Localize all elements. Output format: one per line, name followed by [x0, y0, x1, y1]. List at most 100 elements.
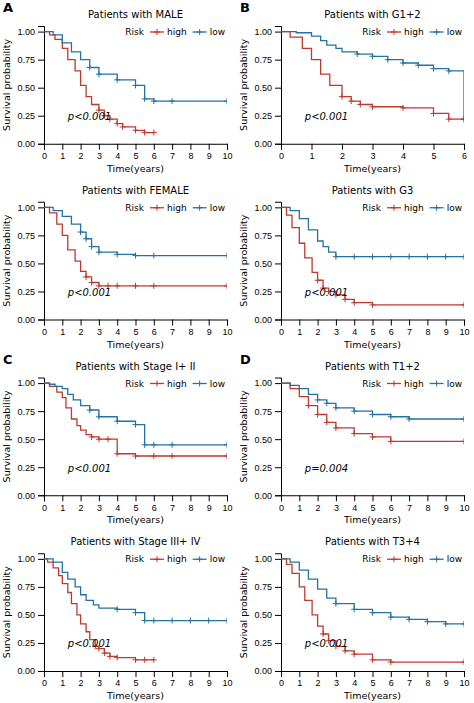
y-tick-label: 0.25 — [254, 463, 272, 473]
p-value: p<0.001 — [304, 287, 348, 298]
y-tick-mark — [38, 587, 44, 588]
censor-marker — [388, 614, 394, 620]
x-tick-mark — [136, 320, 137, 326]
y-tick-label: 0.00 — [17, 666, 35, 676]
y-axis-title: Survival probability — [1, 214, 12, 306]
x-tick-mark — [354, 495, 355, 501]
censor-marker — [133, 610, 139, 616]
x-tick: 7 — [170, 495, 175, 512]
marks — [44, 383, 227, 459]
x-axis-title: Time(years) — [343, 163, 401, 174]
x-tick-mark — [409, 495, 410, 501]
legend-marker — [391, 29, 397, 35]
censor-marker — [461, 659, 464, 665]
y-tick: 0.25 — [254, 463, 281, 473]
y-tick-label: 0.00 — [17, 491, 35, 501]
censor-marker — [133, 422, 139, 428]
y-tick-label: 1.00 — [254, 378, 272, 388]
y-tick-label: 1.00 — [17, 554, 35, 564]
censor-marker — [443, 254, 449, 260]
x-tick: 1 — [297, 495, 302, 512]
x-axis-title: Time(years) — [106, 514, 164, 525]
y-tick-mark — [38, 495, 44, 496]
x-tick: 6 — [152, 495, 157, 512]
x-axis-line — [45, 496, 228, 502]
legend-title: Risk — [125, 379, 144, 389]
y-tick: 0.50 — [254, 83, 281, 93]
x-tick: 3 — [370, 144, 375, 161]
x-tick-mark — [172, 671, 173, 677]
x-tick: 9 — [207, 671, 212, 688]
y-axis-title: Survival probability — [238, 566, 249, 658]
y-tick-label: 0.75 — [17, 407, 35, 417]
x-tick-mark — [318, 495, 319, 501]
censor-marker — [142, 130, 148, 136]
x-tick-label: 4 — [115, 678, 120, 688]
censor-marker — [107, 653, 113, 659]
y-axis-title: Survival probability — [1, 566, 12, 658]
plot-area: 0123456789100.000.250.500.751.00p<0.001R… — [17, 554, 232, 689]
x-tick-mark — [434, 144, 435, 150]
y-tick-mark — [38, 116, 44, 117]
x-tick: 6 — [389, 671, 394, 688]
x-tick-label: 8 — [188, 151, 193, 161]
x-axis-title: Time(years) — [106, 339, 164, 350]
censor-marker — [206, 618, 212, 624]
x-tick: 5 — [133, 320, 138, 337]
x-tick: 8 — [425, 320, 430, 337]
legend: Riskhighlow — [362, 203, 462, 213]
x-tick: 3 — [97, 495, 102, 512]
x-tick-label: 6 — [152, 678, 157, 688]
legend-marker — [197, 556, 203, 562]
x-axis-title: Time(years) — [343, 690, 401, 701]
x-tick-label: 8 — [425, 503, 430, 513]
y-tick-label: 1.00 — [254, 27, 272, 37]
x-tick-label: 3 — [97, 151, 102, 161]
legend-title: Risk — [362, 203, 381, 213]
x-tick-label: 8 — [425, 327, 430, 337]
y-tick-mark — [275, 60, 281, 61]
y-tick-label: 0.50 — [254, 435, 272, 445]
x-tick-label: 4 — [115, 327, 120, 337]
y-tick-mark — [275, 144, 281, 145]
legend-marker — [434, 556, 440, 562]
subplot-title: Patients with T1+2 — [325, 361, 420, 372]
x-tick-mark — [312, 144, 313, 150]
y-tick-label: 0.75 — [254, 55, 272, 65]
x-tick: 8 — [188, 495, 193, 512]
censor-marker — [142, 618, 148, 624]
x-tick: 0 — [42, 495, 47, 512]
legend-label: low — [210, 554, 225, 564]
y-tick-mark — [38, 411, 44, 412]
y-tick: 0.50 — [17, 259, 44, 269]
legend-label: low — [447, 203, 462, 213]
censor-marker — [461, 116, 464, 122]
y-tick: 0.00 — [17, 491, 44, 501]
censor-marker — [224, 442, 227, 448]
plot-area: 0123456789100.000.250.500.751.00p<0.001R… — [17, 378, 232, 513]
x-tick-mark — [117, 320, 118, 326]
x-tick-mark — [99, 144, 100, 150]
x-tick-label: 9 — [444, 678, 449, 688]
legend-marker — [197, 205, 203, 211]
censor-marker — [151, 453, 157, 459]
censor-marker — [370, 104, 376, 110]
x-tick-label: 0 — [279, 678, 284, 688]
x-tick-label: 5 — [133, 327, 138, 337]
subplot-title: Patients with Stage I+ II — [75, 361, 195, 372]
x-tick-mark — [318, 320, 319, 326]
y-tick: 0.25 — [17, 111, 44, 121]
x-tick: 6 — [152, 320, 157, 337]
censor-marker — [351, 431, 357, 437]
y-tick-mark — [275, 383, 281, 384]
y-tick-label: 0.00 — [254, 315, 272, 325]
x-tick-mark — [62, 495, 63, 501]
x-tick-label: 0 — [42, 678, 47, 688]
legend-item: low — [430, 27, 462, 37]
y-tick: 0.75 — [17, 407, 44, 417]
x-tick: 9 — [444, 320, 449, 337]
censor-marker — [388, 438, 394, 444]
x-tick-mark — [446, 320, 447, 326]
x-tick-label: 0 — [279, 151, 284, 161]
plot-area: 0123456789100.000.250.500.751.00p<0.001R… — [17, 27, 232, 162]
